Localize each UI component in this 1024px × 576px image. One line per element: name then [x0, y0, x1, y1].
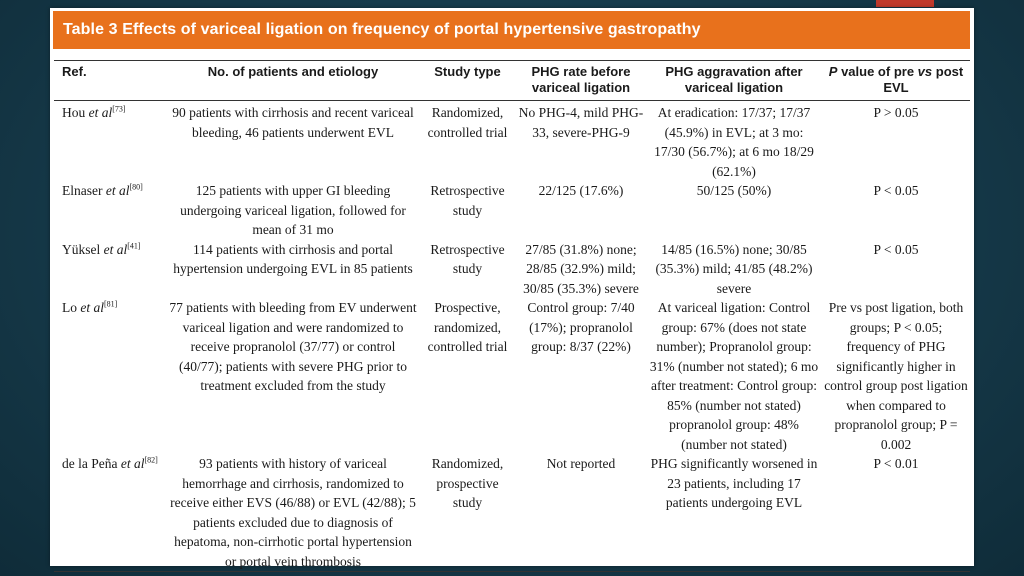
table-row: Hou et al[73] 90 patients with cirrhosis… [54, 101, 970, 182]
cell-phg-before: Not reported [546, 456, 616, 471]
cell-p-value: P < 0.05 [873, 183, 919, 198]
cell-ref: Elnaser et al[80] [62, 182, 143, 198]
cell-patients: 114 patients with cirrhosis and portal h… [173, 241, 413, 277]
header-p-value: P value of pre vs post EVL [828, 64, 964, 95]
header-row: Ref. No. of patients and etiology Study … [54, 60, 970, 101]
table-title-bar: Table 3 Effects of variceal ligation on … [53, 11, 970, 49]
cell-phg-after: PHG significantly worsened in 23 patient… [650, 456, 818, 510]
cell-patients: 125 patients with upper GI bleeding unde… [180, 183, 406, 237]
cell-study-type: Randomized, controlled trial [427, 105, 508, 140]
cell-phg-before: 27/85 (31.8%) none; 28/85 (32.9%) mild; … [523, 241, 639, 296]
cell-phg-before: 22/125 (17.6%) [538, 183, 624, 198]
header-study-type: Study type [434, 64, 501, 79]
cell-ref: Yüksel et al[41] [62, 241, 141, 257]
cell-ref: de la Peña et al[82] [62, 455, 158, 471]
header-patients: No. of patients and etiology [207, 64, 379, 79]
cell-study-type: Retrospective study [430, 183, 505, 218]
cell-phg-after: At eradication: 17/37; 17/37 (45.9%) in … [654, 105, 814, 179]
ligation-table: Ref. No. of patients and etiology Study … [54, 60, 970, 572]
table-row: de la Peña et al[82] 93 patients with hi… [54, 454, 970, 572]
header-ref: Ref. [62, 64, 87, 79]
cell-study-type: Prospective, randomized, controlled tria… [427, 300, 508, 354]
corner-accent [876, 0, 934, 7]
cell-phg-before: Control group: 7/40 (17%); propranolol g… [527, 300, 635, 354]
cell-p-value: Pre vs post ligation, both groups; P < 0… [824, 300, 968, 452]
cell-p-value: P > 0.05 [873, 105, 919, 120]
table-row: Elnaser et al[80] 125 patients with uppe… [54, 181, 970, 240]
cell-patients: 93 patients with history of variceal hem… [170, 456, 416, 569]
cell-patients: 77 patients with bleeding from EV underw… [169, 300, 417, 393]
cell-study-type: Randomized, prospective study [431, 456, 504, 510]
cell-phg-before: No PHG-4, mild PHG-33, severe-PHG-9 [518, 105, 644, 140]
header-phg-before: PHG rate before variceal ligation [531, 64, 631, 95]
cell-phg-after: At variceal ligation: Control group: 67%… [649, 300, 819, 452]
cell-phg-after: 50/125 (50%) [696, 183, 772, 198]
cell-patients: 90 patients with cirrhosis and recent va… [172, 105, 414, 140]
table-sheet: Table 3 Effects of variceal ligation on … [50, 8, 974, 572]
cell-study-type: Retrospective study [430, 241, 505, 277]
header-phg-after: PHG aggravation after variceal ligation [665, 64, 803, 95]
cell-ref: Hou et al[73] [62, 104, 126, 120]
table-row: Yüksel et al[41] 114 patients with cirrh… [54, 240, 970, 299]
cell-p-value: P < 0.01 [873, 456, 919, 471]
cell-phg-after: 14/85 (16.5%) none; 30/85 (35.3%) mild; … [655, 241, 813, 296]
cell-ref: Lo et al[81] [62, 299, 118, 315]
cell-p-value: P < 0.05 [873, 241, 919, 257]
table-row: Lo et al[81] 77 patients with bleeding f… [54, 298, 970, 454]
table-title: Table 3 Effects of variceal ligation on … [63, 21, 701, 38]
